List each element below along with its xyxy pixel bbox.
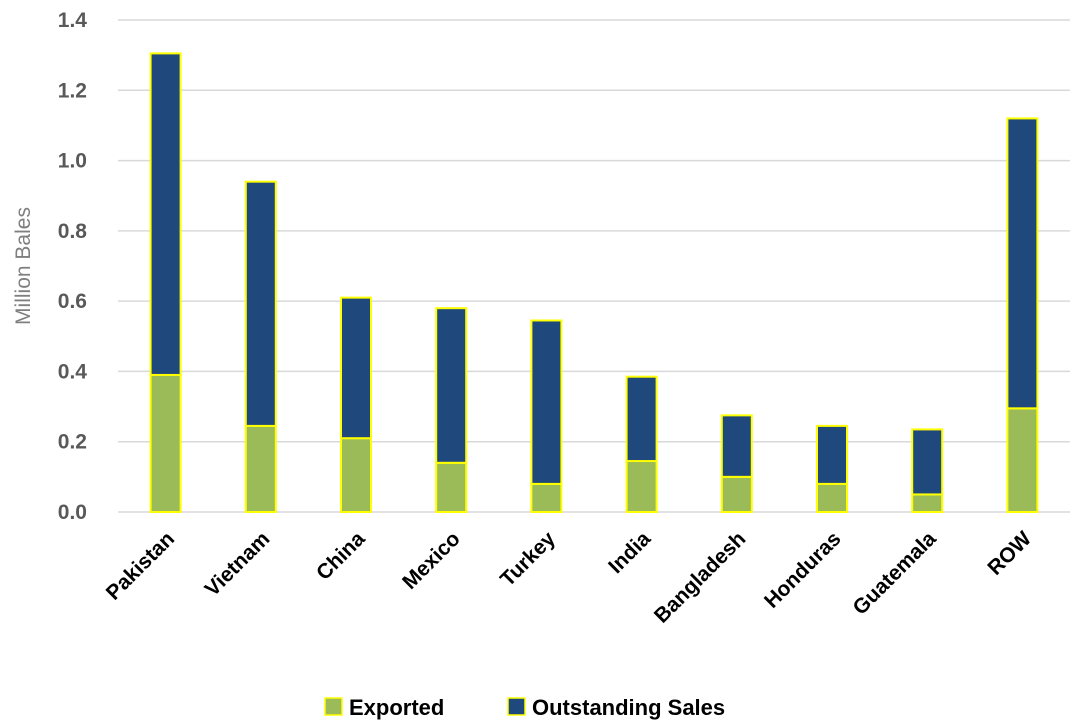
x-tick-label: ROW bbox=[983, 527, 1036, 580]
bar-exported-china bbox=[341, 438, 371, 512]
bar-exported-vietnam bbox=[246, 426, 276, 512]
y-tick-label: 0.8 bbox=[58, 220, 88, 243]
bar-outstanding-sales-guatemala bbox=[912, 429, 942, 494]
bar-outstanding-sales-pakistan bbox=[151, 53, 181, 375]
bar-exported-row bbox=[1007, 408, 1037, 512]
y-tick-label: 0.2 bbox=[58, 431, 87, 454]
legend: Exported Outstanding Sales bbox=[325, 695, 725, 720]
x-tick-labels: Pakistan Vietnam China Mexico Turkey IndiaBan… bbox=[102, 527, 1036, 628]
bars bbox=[151, 53, 1038, 512]
legend-label-outstanding-sales: Outstanding Sales bbox=[532, 695, 725, 720]
bar-outstanding-sales-china bbox=[341, 298, 371, 439]
x-tick-label: China bbox=[312, 527, 370, 585]
bar-exported-turkey bbox=[531, 484, 561, 512]
bar-exported-guatemala bbox=[912, 494, 942, 512]
bar-outstanding-sales-india bbox=[627, 377, 657, 461]
bar-outstanding-sales-turkey bbox=[531, 320, 561, 483]
bar-outstanding-sales-mexico bbox=[436, 308, 466, 463]
bar-outstanding-sales-bangladesh bbox=[722, 415, 752, 477]
y-tick-label: 1.0 bbox=[58, 150, 87, 173]
bar-exported-bangladesh bbox=[722, 477, 752, 512]
y-tick-label: 1.4 bbox=[58, 9, 88, 32]
bar-exported-honduras bbox=[817, 484, 847, 512]
bar-outstanding-sales-row bbox=[1007, 118, 1037, 408]
x-tick-label: India bbox=[604, 527, 655, 578]
x-tick-label: Guatemala bbox=[849, 527, 941, 619]
x-tick-label: Honduras bbox=[760, 527, 846, 613]
legend-label-exported: Exported bbox=[349, 695, 444, 720]
x-tick-label: Pakistan bbox=[102, 527, 179, 604]
x-tick-label: Turkey bbox=[496, 527, 560, 591]
x-tick-label: Mexico bbox=[398, 527, 465, 594]
y-tick-label: 1.2 bbox=[58, 79, 87, 102]
y-tick-label: 0.4 bbox=[58, 360, 88, 383]
x-tick-label: Vietnam bbox=[201, 527, 275, 601]
bar-exported-mexico bbox=[436, 463, 466, 512]
y-tick-labels: 0.0 0.2 0.4 0.6 0.8 1.0 1.2 1.4 bbox=[58, 9, 88, 524]
y-tick-label: 0.0 bbox=[58, 501, 87, 524]
bar-exported-pakistan bbox=[151, 375, 181, 512]
bar-outstanding-sales-vietnam bbox=[246, 182, 276, 426]
x-tick-label: Bangladesh bbox=[650, 527, 750, 627]
bar-exported-india bbox=[627, 461, 657, 512]
legend-swatch-exported bbox=[325, 698, 342, 715]
legend-swatch-outstanding-sales bbox=[508, 698, 525, 715]
y-axis-title: Million Bales bbox=[12, 207, 35, 325]
bar-outstanding-sales-honduras bbox=[817, 426, 847, 484]
y-tick-label: 0.6 bbox=[58, 290, 87, 313]
